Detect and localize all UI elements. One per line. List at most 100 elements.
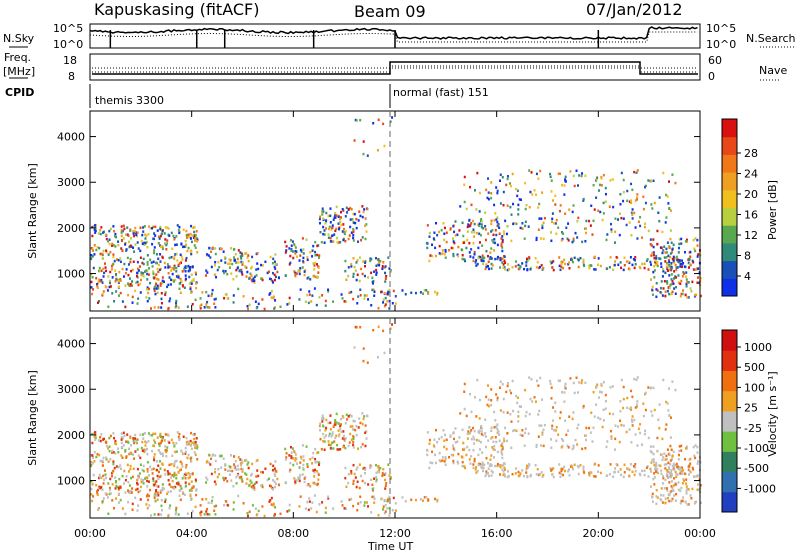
power-cell [251,297,254,300]
velocity-cell [133,441,136,445]
power-cell [669,237,672,241]
power-cell [352,272,355,276]
velocity-cell [142,482,145,485]
velocity-cell [443,433,446,437]
power-cell [573,184,576,188]
power-cell [524,224,527,228]
velocity-cell [119,484,122,488]
velocity-cell [187,471,190,475]
power-cell [435,221,438,225]
power-cell [327,288,330,292]
power-cell [588,264,591,268]
velocity-cell [257,509,260,513]
velocity-cell [129,436,132,440]
velocity-cell [358,463,361,466]
velocity-cell [295,457,298,460]
velocity-cell [647,436,650,440]
colorbar-segment [722,189,737,208]
power-cell [675,276,678,279]
power-cell [561,183,564,187]
power-cell [269,277,272,281]
power-cell [356,259,359,262]
velocity-cell [139,463,142,467]
velocity-cell [364,424,367,427]
power-cell [175,235,178,238]
velocity-cell [633,473,636,477]
velocity-cell [240,464,243,467]
power-cell [561,260,564,264]
power-cell [650,244,653,247]
velocity-cell [560,469,563,473]
power-cell [246,270,249,274]
velocity-cell [383,511,386,515]
velocity-cell [358,486,361,490]
power-cell [213,273,216,276]
power-cell [633,170,636,174]
power-cell [251,255,254,259]
power-cell [679,265,682,268]
velocity-cell [572,446,575,450]
power-cell [271,279,274,283]
velocity-cell [180,487,183,490]
colorbar-segment [722,225,737,244]
velocity-cell [153,453,156,456]
power-cell [184,239,187,243]
power-cell [139,226,142,230]
velocity-cell [367,483,370,486]
power-cell [318,296,321,299]
power-cell [163,261,166,265]
velocity-cell [134,450,137,453]
velocity-cell [504,426,507,430]
velocity-cell [388,474,391,477]
power-cell [146,278,149,281]
power-cell [494,241,497,245]
date-title: 07/Jan/2012 [586,0,683,19]
power-cell [363,264,366,268]
power-cell [341,207,344,211]
power-cell [355,217,358,221]
velocity-cell [680,486,683,490]
power-cell [164,266,167,269]
power-cell [151,242,154,246]
power-cell [478,224,481,228]
velocity-cell [213,509,216,513]
power-cell [655,281,658,285]
power-cell [560,262,563,266]
velocity-cell [599,417,602,421]
velocity-cell [634,465,637,469]
power-cell [654,259,657,263]
velocity-cell [306,484,309,487]
velocity-cell [95,455,98,459]
velocity-cell [515,429,518,433]
velocity-cell [147,498,150,502]
power-cell [636,237,639,240]
velocity-cell [189,493,192,496]
velocity-cell [495,393,498,396]
power-cell [485,249,488,253]
velocity-cell [506,411,509,414]
velocity-cell [631,395,634,399]
power-cell [337,241,340,244]
power-cell [691,280,694,284]
velocity-cell [697,460,700,463]
power-cell [670,273,673,276]
velocity-cell [154,432,157,436]
velocity-cell [147,432,150,435]
velocity-cell [574,438,577,442]
power-cell [601,218,604,222]
power-cell [659,286,662,290]
velocity-cell [325,427,328,430]
velocity-cell [173,462,176,465]
velocity-cell [318,503,321,506]
velocity-cell [113,506,116,510]
power-cell [507,263,510,266]
velocity-cell [666,402,669,405]
velocity-cell [484,445,487,449]
power-cell [261,298,264,301]
power-cell [428,231,431,235]
velocity-cell [516,396,519,400]
power-cell [334,211,337,215]
power-cell [191,265,194,269]
velocity-cell [540,424,543,427]
power-cell [486,254,489,258]
